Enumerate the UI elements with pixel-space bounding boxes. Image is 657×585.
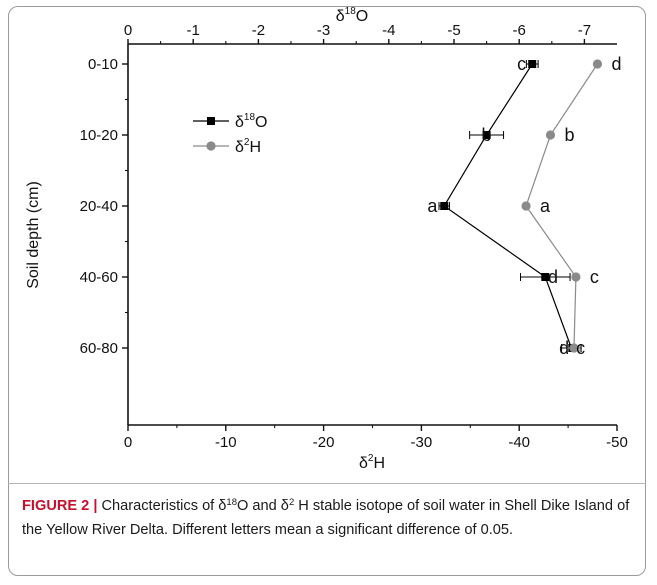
data-point-circle <box>569 343 579 353</box>
bottom-tick-label: -30 <box>411 434 433 451</box>
data-point-square <box>440 202 449 210</box>
bottom-tick-label: 0 <box>124 434 132 451</box>
significance-letter: b <box>482 125 492 145</box>
top-tick-label: -3 <box>317 22 330 39</box>
legend-marker <box>206 141 216 151</box>
significance-letter: b <box>564 125 574 145</box>
bottom-tick-label: -40 <box>508 434 530 451</box>
category-label: 10-20 <box>80 127 118 144</box>
data-point-circle <box>521 201 531 211</box>
bottom-tick-label: -20 <box>313 434 335 451</box>
category-label: 20-40 <box>80 198 118 215</box>
top-tick-label: 0 <box>124 22 132 39</box>
significance-letter: d <box>559 338 569 358</box>
series-line <box>525 63 598 349</box>
y-axis-title: Soil depth (cm) <box>25 181 42 289</box>
significance-letter: a <box>427 196 438 216</box>
top-tick-label: -5 <box>447 22 460 39</box>
caption-sup-1: 18 <box>226 497 237 508</box>
caption-text-2: O and δ <box>237 498 289 514</box>
data-point-circle <box>545 130 556 140</box>
category-label: 60-80 <box>80 340 118 357</box>
bottom-tick-label: -10 <box>215 434 237 451</box>
figure-caption: FIGURE 2 | Characteristics of δ18O and δ… <box>22 494 637 542</box>
top-axis-title: δ18O <box>336 6 368 25</box>
caption-text-1: Characteristics of δ <box>97 498 227 514</box>
significance-letter: c <box>576 338 585 358</box>
category-label: 40-60 <box>80 269 118 286</box>
chart: 0 -1 -2 -3 -4 -5 -6 -70 -10 -20 -30 -40 -500-1010-20… <box>25 6 628 472</box>
caption-divider <box>8 483 646 484</box>
data-point-square <box>541 273 550 281</box>
significance-letter: d <box>548 267 558 287</box>
figure-frame <box>8 6 646 576</box>
significance-letter: d <box>611 54 621 74</box>
caption-sup-2: 2 <box>288 497 295 508</box>
significance-letter: c <box>517 54 526 74</box>
bottom-tick-label: -50 <box>606 434 628 451</box>
data-point-circle <box>592 59 603 69</box>
data-point-square <box>528 60 537 68</box>
significance-letter: a <box>540 196 551 216</box>
legend-label: δ18O <box>235 112 267 131</box>
data-point-circle <box>571 272 581 282</box>
legend-marker <box>207 117 215 125</box>
legend-label: δ2H <box>235 137 261 156</box>
top-tick-label: -2 <box>252 22 265 39</box>
series-line <box>443 63 572 349</box>
caption-text-3: H stable isotope of soil water in Shell … <box>22 498 630 538</box>
bottom-axis-title: δ2H <box>359 453 385 472</box>
significance-letter: c <box>590 267 599 287</box>
top-tick-label: -1 <box>187 22 200 39</box>
top-tick-label: -7 <box>578 22 591 39</box>
category-label: 0-10 <box>88 56 118 73</box>
data-point-square <box>482 131 491 139</box>
top-tick-label: -6 <box>513 22 526 39</box>
caption-label: FIGURE 2 | <box>22 498 98 514</box>
top-tick-label: -4 <box>382 22 395 39</box>
